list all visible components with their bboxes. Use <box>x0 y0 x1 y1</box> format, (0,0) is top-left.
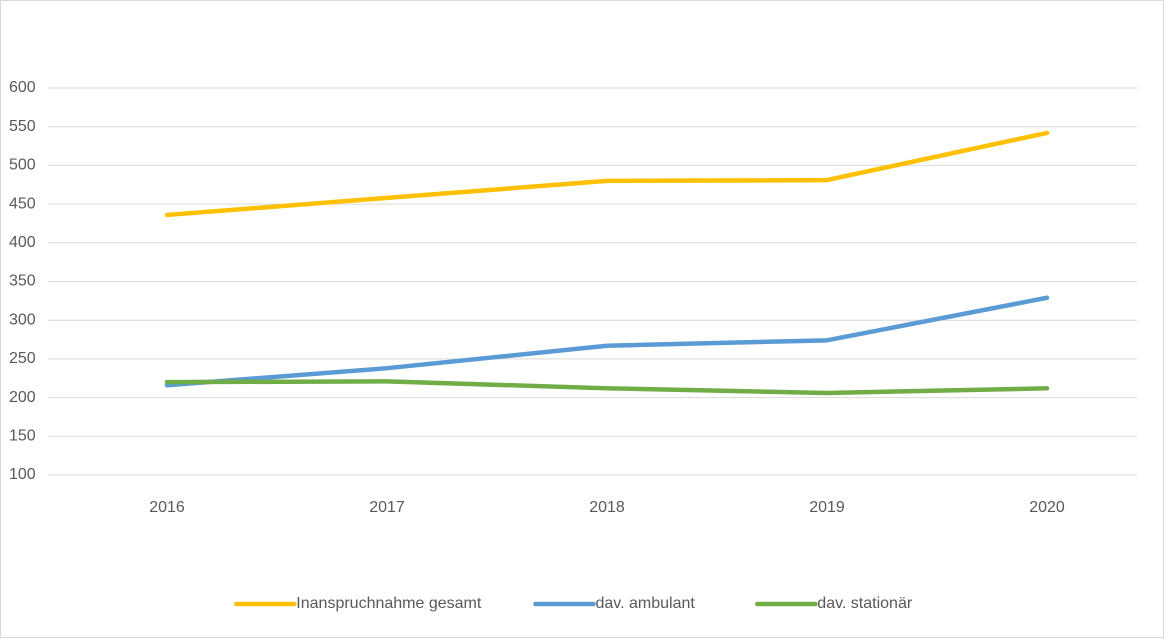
series-line <box>164 130 1050 218</box>
legend-label: dav. ambulant <box>596 595 696 612</box>
x-tick-label: 2020 <box>1029 499 1065 516</box>
y-tick-label: 600 <box>9 79 36 96</box>
y-tick-label: 200 <box>9 389 36 406</box>
series-line <box>164 295 1050 388</box>
legend-label: dav. stationär <box>817 595 913 612</box>
y-tick-label: 450 <box>9 195 36 212</box>
y-tick-label: 100 <box>9 466 36 483</box>
y-tick-label: 150 <box>9 428 36 445</box>
y-tick-label: 500 <box>9 157 36 174</box>
series-line <box>164 379 1050 396</box>
legend-label: Inanspruchnahme gesamt <box>296 595 482 612</box>
y-tick-label: 400 <box>9 234 36 251</box>
x-tick-label: 2018 <box>589 499 625 516</box>
x-tick-label: 2017 <box>369 499 405 516</box>
y-tick-label: 350 <box>9 273 36 290</box>
y-tick-label: 250 <box>9 350 36 367</box>
x-tick-label: 2019 <box>809 499 845 516</box>
y-tick-label: 300 <box>9 311 36 328</box>
y-tick-label: 550 <box>9 118 36 135</box>
x-tick-label: 2016 <box>149 499 185 516</box>
